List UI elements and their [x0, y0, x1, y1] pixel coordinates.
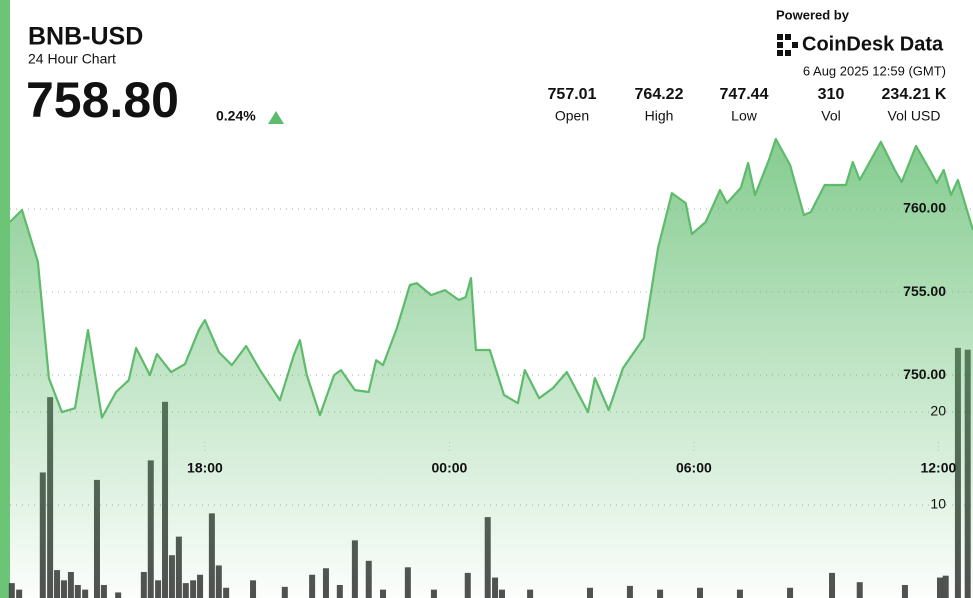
accent-bar	[0, 0, 10, 598]
y-tick-label: 760.00	[903, 200, 946, 216]
stat-label: Low	[731, 108, 758, 124]
y2-tick-label: 10	[930, 496, 946, 512]
stat-label: Vol USD	[888, 108, 941, 124]
stat-label: High	[645, 108, 674, 124]
stats: 757.01 Open 764.22 High 747.44 Low 310 Vol 234.2…	[548, 86, 947, 123]
stat-value: 764.22	[635, 86, 684, 103]
x-tick-label: 00:00	[432, 460, 468, 476]
price: 758.80	[26, 72, 179, 128]
y-tick-label: 755.00	[903, 283, 946, 299]
plot: 18:00 00:00 06:00 12:00 750.00 755.00 760.00 10…	[8, 137, 973, 598]
brand-logo	[777, 34, 798, 56]
y-tick-label: 750.00	[903, 366, 946, 382]
y2-tick-label: 20	[930, 403, 946, 419]
stat-label: Open	[555, 108, 589, 124]
stat-value: 310	[818, 86, 845, 103]
timestamp: 6 Aug 2025 12:59 (GMT)	[803, 63, 946, 78]
stat-value: 747.44	[720, 86, 769, 103]
stat-label: Vol	[821, 108, 840, 124]
stat-value: 757.01	[548, 86, 597, 103]
x-tick-label: 06:00	[676, 460, 712, 476]
price-line	[9, 137, 973, 419]
price-area	[9, 139, 973, 598]
subtitle: 24 Hour Chart	[28, 51, 116, 67]
brand: CoinDesk Data	[802, 33, 944, 55]
x-tick-label: 18:00	[187, 460, 223, 476]
stat-value: 234.21 K	[882, 86, 947, 103]
change: 0.24%	[216, 108, 256, 124]
up-arrow	[268, 111, 284, 124]
title: BNB-USD	[28, 23, 143, 51]
powered-by: Powered by	[776, 7, 850, 22]
x-tick-label: 12:00	[920, 460, 956, 476]
